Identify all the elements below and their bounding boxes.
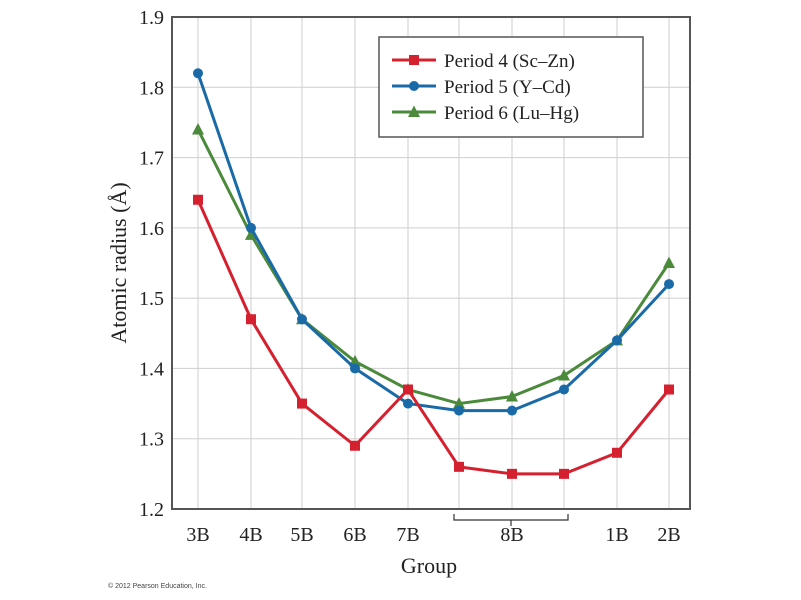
series-6 [192,122,675,409]
x-tick-label: 2B [657,524,680,546]
data-point [559,384,569,395]
data-point [506,390,518,402]
data-point [403,384,413,395]
data-point [664,384,674,395]
data-point [297,314,307,325]
legend-entry: Period 5 (Y–Cd) [392,77,571,98]
data-point [453,397,465,409]
legend-entry: Period 6 (Lu–Hg) [392,103,579,124]
legend-marker [409,81,419,91]
legend-marker [408,105,420,117]
series-layer [192,68,675,479]
series-5 [193,68,674,416]
data-point [454,405,464,416]
y-tick-label: 1.6 [139,218,164,240]
copyright-notice: © 2012 Pearson Education, Inc. [108,582,207,590]
legend-label: Period 6 (Lu–Hg) [444,103,579,124]
x-tick-label: 6B [343,524,366,546]
data-point [558,368,570,381]
series-line [196,199,671,476]
y-tick-label: 1.4 [139,358,164,380]
data-point [507,405,517,416]
data-point [403,398,413,409]
legend-entry: Period 4 (Sc–Zn) [392,51,575,72]
data-point [246,222,256,233]
data-point [297,398,307,409]
plot-frame [171,16,691,510]
x-tick-labels: 3B 4B 5B 6B 7B 8B 1B 2B [186,524,680,546]
data-point [507,468,517,479]
group-8b-bracket [453,514,569,526]
data-point [350,440,360,451]
y-tick-label: 1.7 [139,148,164,170]
data-point [193,68,203,79]
data-point [350,363,360,374]
x-axis-label: Group [401,553,457,578]
data-point [559,468,569,479]
data-point [454,461,464,472]
x-tick-label: 8B [500,524,523,546]
data-point [663,256,675,268]
legend-label: Period 5 (Y–Cd) [444,77,571,98]
series-4 [193,194,674,479]
data-point [612,447,622,458]
data-point [612,335,622,346]
y-tick-label: 1.3 [139,429,164,451]
x-tick-label: 7B [396,524,419,546]
y-tick-label: 1.5 [139,288,164,310]
data-point [193,194,203,205]
x-tick-label: 4B [239,524,262,546]
series-line [196,72,671,413]
y-tick-label: 1.8 [139,77,164,99]
data-point [245,228,257,240]
legend-marker [409,55,419,65]
data-point [246,314,256,325]
y-tick-labels: 1.2 1.3 1.4 1.5 1.6 1.7 1.8 1.9 [139,7,164,521]
y-tick-label: 1.2 [139,499,164,521]
x-tick-label: 5B [290,524,313,546]
x-tick-label: 1B [605,524,628,546]
data-point [192,122,204,135]
legend: Period 4 (Sc–Zn) Period 5 (Y–Cd) Period 6 … [378,36,644,138]
series-line [196,128,671,406]
y-tick-label: 1.9 [139,7,164,29]
y-axis-label: Atomic radius (Å) [106,182,131,343]
legend-label: Period 4 (Sc–Zn) [444,51,575,72]
data-point [664,279,674,290]
x-tick-label: 3B [186,524,209,546]
data-point [349,354,361,367]
